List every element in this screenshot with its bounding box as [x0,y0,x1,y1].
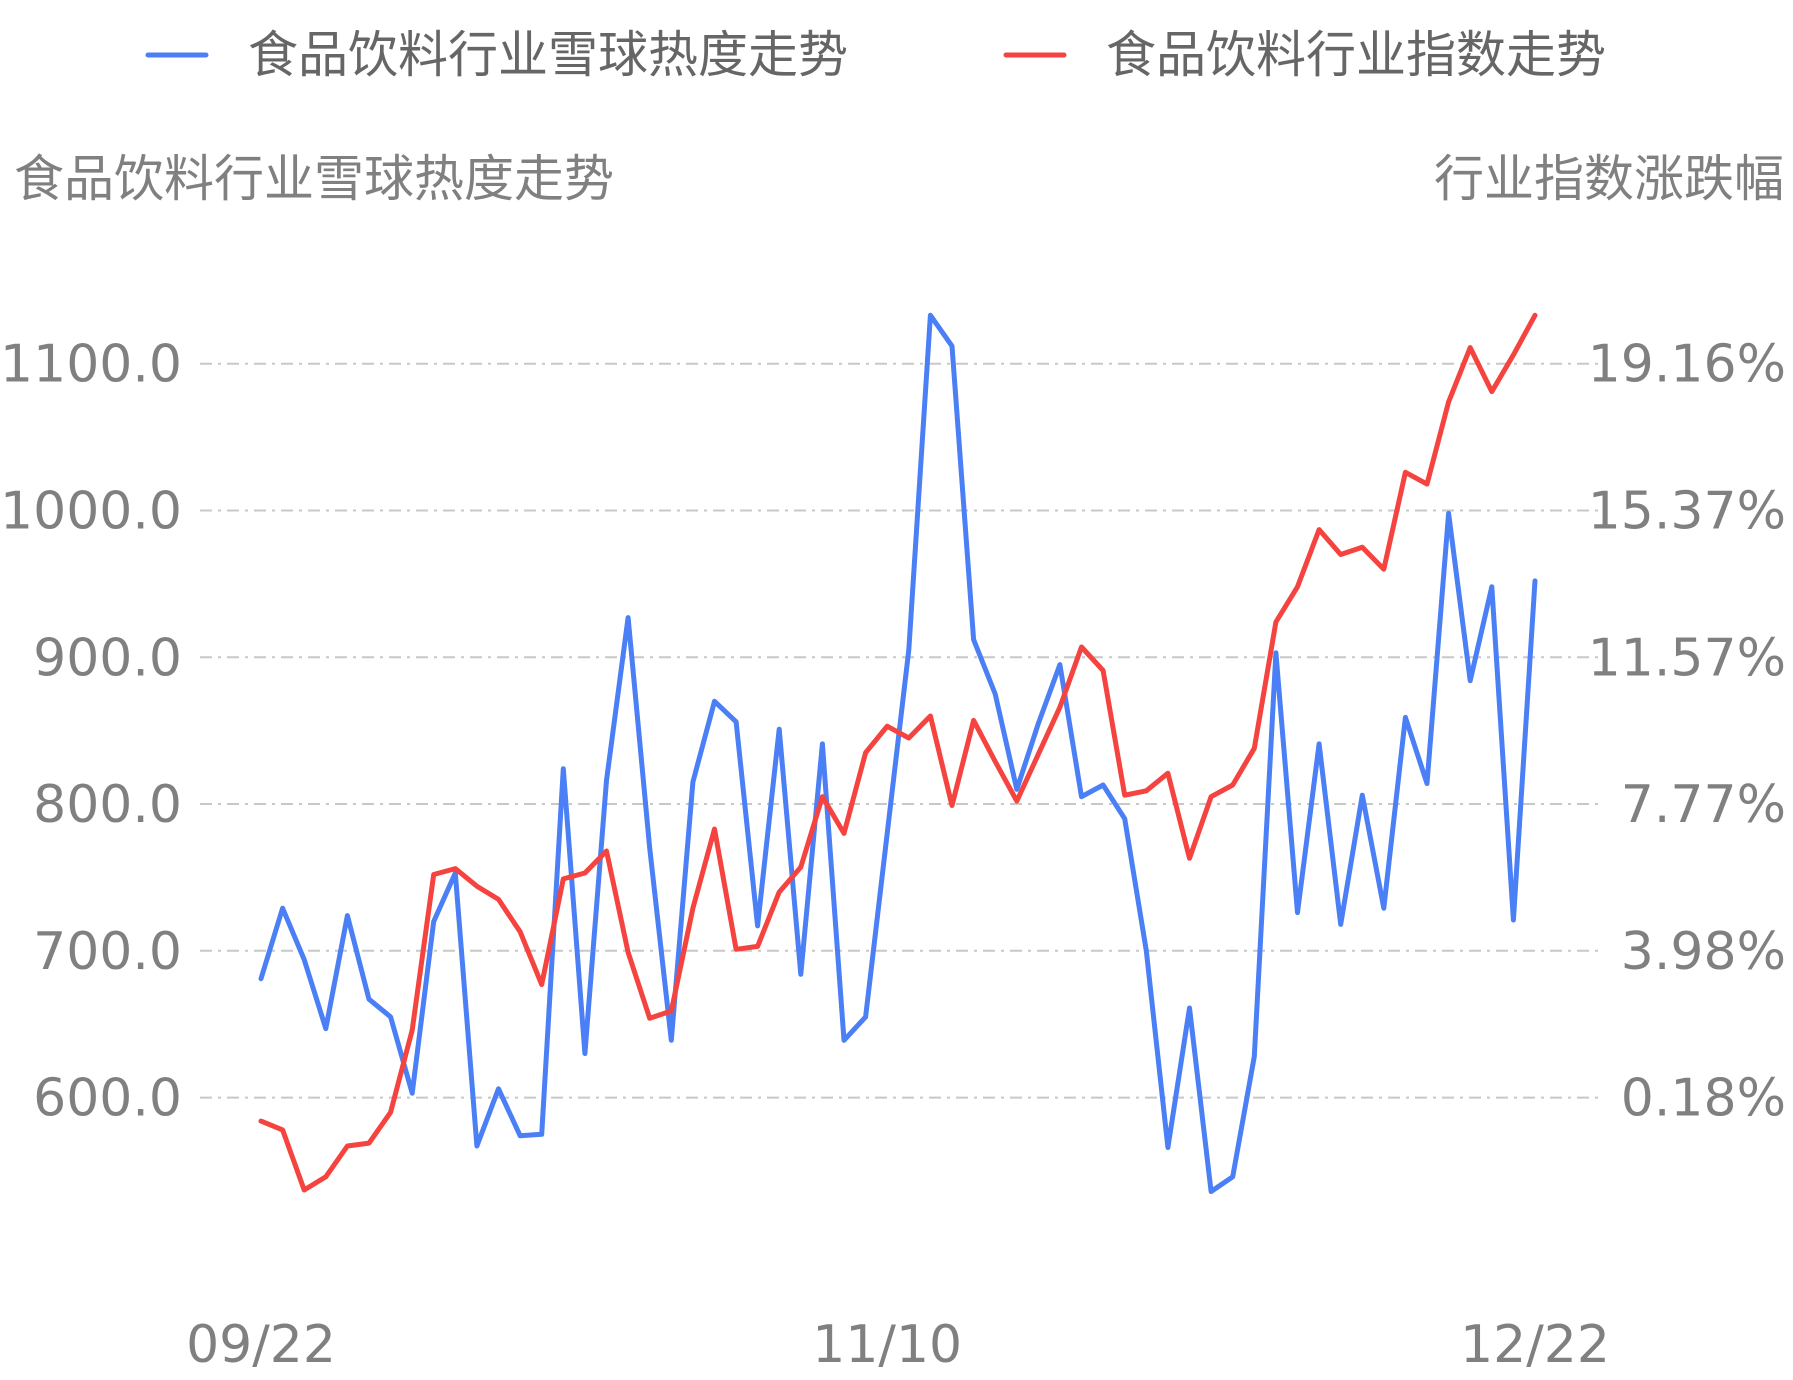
gridlines [200,362,1600,1099]
y-right-axis-title: 行业指数涨跌幅 [1434,150,1784,208]
y-left-tick-label: 700.0 [33,922,182,982]
y-right-tick-label: 0.18% [1621,1069,1786,1129]
x-tick-label: 11/10 [812,1315,962,1375]
y-right-tick-label: 15.37% [1588,481,1786,541]
x-tick-label: 09/22 [186,1315,336,1375]
legend-label-index: 食品饮料行业指数走势 [1106,26,1606,84]
y-right-tick-label: 11.57% [1588,628,1786,688]
y-left-tick-label: 900.0 [33,628,182,688]
y-left-tick-label: 1100.0 [0,335,182,395]
y-left-axis-title: 食品饮料行业雪球热度走势 [14,150,614,208]
series-lines [258,312,1538,1194]
legend: 食品饮料行业雪球热度走势 食品饮料行业指数走势 [145,26,1606,84]
y-right-tick-label: 19.16% [1588,335,1786,395]
y-right-tick-label: 7.77% [1621,775,1786,835]
y-left-tick-label: 1000.0 [0,481,182,541]
tick-labels: 1100.0 19.16% 1000.0 15.37% 900.0 11.57% 800.0… [0,335,1786,1375]
y-right-tick-label: 3.98% [1621,922,1786,982]
x-tick-label: 12/22 [1460,1315,1610,1375]
series-line-index [258,312,1538,1193]
series-line-heat [258,312,1538,1194]
y-left-tick-label: 800.0 [33,775,182,835]
y-left-tick-label: 600.0 [33,1069,182,1129]
legend-label-heat: 食品饮料行业雪球热度走势 [248,26,848,84]
